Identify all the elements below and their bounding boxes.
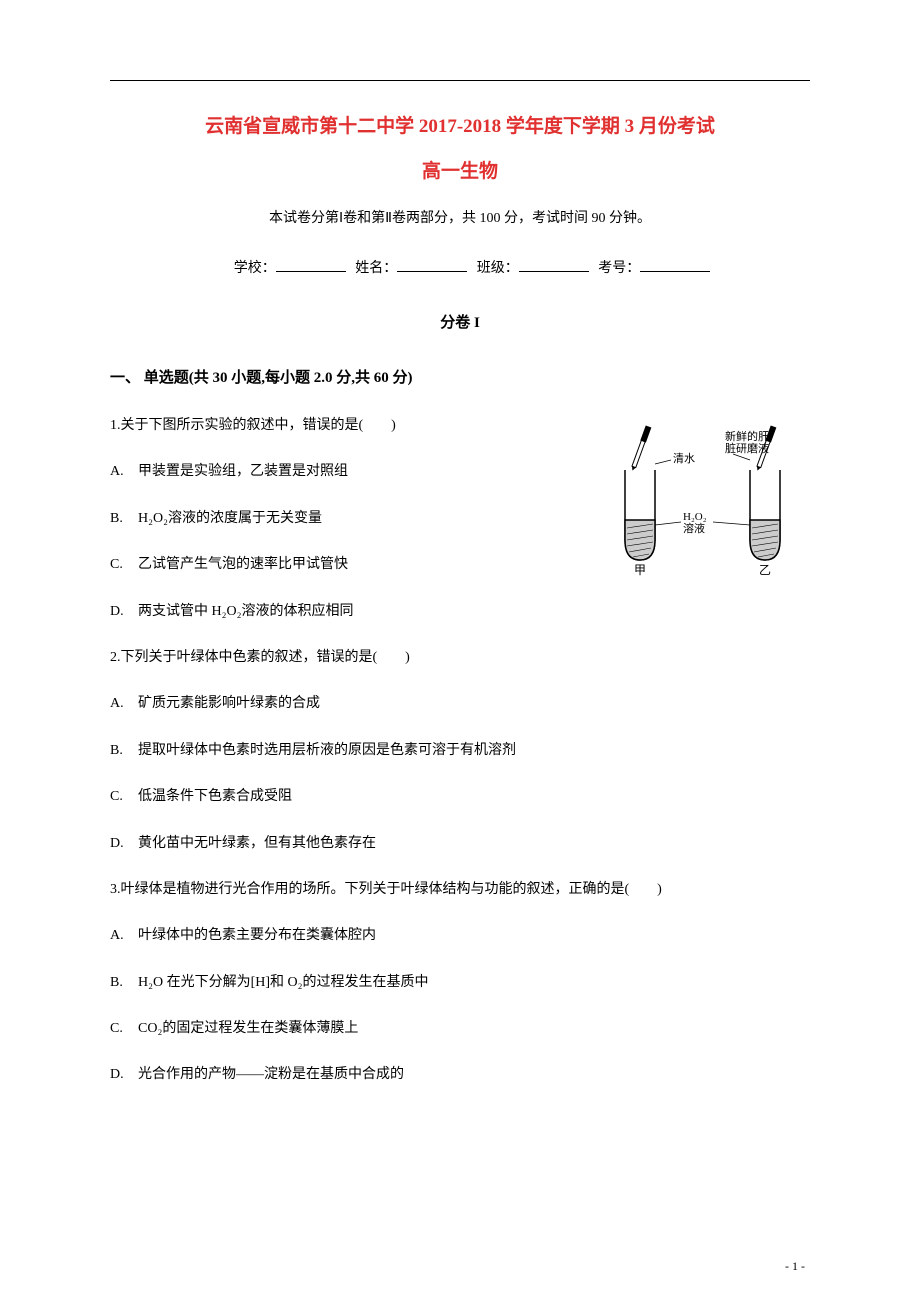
q3-option-a: A.叶绿体中的色素主要分布在类囊体腔内 — [110, 925, 810, 947]
fill-class-label: 班级： — [477, 261, 519, 276]
label-liver-line1: 新鲜的肝 — [725, 429, 769, 443]
label-liver-line2: 脏研磨液 — [725, 441, 769, 455]
title-sub: 高一生物 — [110, 156, 810, 183]
fill-name-label: 姓名： — [355, 261, 397, 276]
q3-option-b: B.H₂O 在光下分解为[H]和 O₂的过程发生在基质中 — [110, 972, 810, 994]
top-rule — [110, 80, 810, 81]
tube-left-group — [625, 425, 655, 560]
question-2: 2.下列关于叶绿体中色素的叙述，错误的是( ) A.矿质元素能影响叶绿素的合成 … — [110, 647, 810, 855]
fill-examno-label: 考号： — [598, 261, 640, 276]
section-heading: 分卷 I — [110, 311, 810, 332]
blank-examno — [640, 271, 710, 272]
q2-stem: 2.下列关于叶绿体中色素的叙述，错误的是( ) — [110, 647, 810, 669]
q2-option-c: C.低温条件下色素合成受阻 — [110, 786, 810, 808]
exam-page: 云南省宣威市第十二中学 2017-2018 学年度下学期 3 月份考试 高一生物… — [0, 0, 920, 1302]
q1-option-d: D.两支试管中 H₂O₂溶液的体积应相同 — [110, 601, 810, 623]
blank-name — [397, 271, 467, 272]
blank-class — [519, 271, 589, 272]
experiment-diagram: 甲 乙 清水 新鲜的肝 脏研磨液 H₂O₂ 溶液 — [605, 420, 800, 580]
question-3: 3.叶绿体是植物进行光合作用的场所。下列关于叶绿体结构与功能的叙述，正确的是( … — [110, 879, 810, 1087]
title-main: 云南省宣威市第十二中学 2017-2018 学年度下学期 3 月份考试 — [110, 111, 810, 138]
label-water: 清水 — [673, 452, 695, 465]
info-line: 本试卷分第Ⅰ卷和第Ⅱ卷两部分，共 100 分，考试时间 90 分钟。 — [110, 207, 810, 227]
q3-option-c: C.CO₂的固定过程发生在类囊体薄膜上 — [110, 1018, 810, 1040]
q3-option-d: D.光合作用的产物——淀粉是在基质中合成的 — [110, 1064, 810, 1086]
q2-option-d: D.黄化苗中无叶绿素，但有其他色素存在 — [110, 833, 810, 855]
fill-line: 学校： 姓名： 班级： 考号： — [110, 257, 810, 277]
q2-option-b: B.提取叶绿体中色素时选用层析液的原因是色素可溶于有机溶剂 — [110, 740, 810, 762]
q3-stem: 3.叶绿体是植物进行光合作用的场所。下列关于叶绿体结构与功能的叙述，正确的是( … — [110, 879, 810, 901]
label-solution-line2: 溶液 — [683, 521, 705, 535]
tube-right-label: 乙 — [759, 563, 771, 577]
q2-option-a: A.矿质元素能影响叶绿素的合成 — [110, 693, 810, 715]
fill-school-label: 学校： — [234, 261, 276, 276]
page-number: - 1 - — [785, 1259, 805, 1274]
tube-left-label: 甲 — [634, 563, 646, 577]
label-solution-line1: H₂O₂ — [683, 511, 707, 523]
part-heading: 一、 单选题(共 30 小题,每小题 2.0 分,共 60 分) — [110, 366, 810, 387]
blank-school — [276, 271, 346, 272]
